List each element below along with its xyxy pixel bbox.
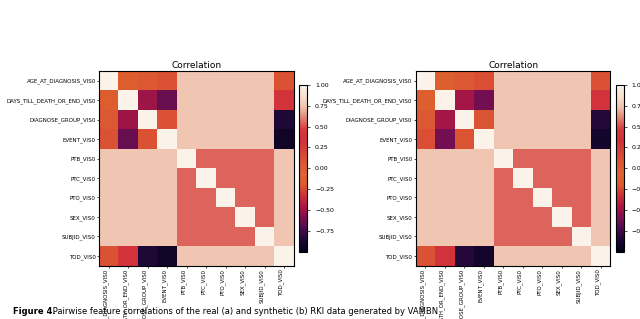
Title: Correlation: Correlation — [172, 61, 221, 70]
Text: Figure 4.: Figure 4. — [13, 307, 56, 316]
Text: Pairwise feature correlations of the real (a) and synthetic (b) RKI data generat: Pairwise feature correlations of the rea… — [50, 307, 438, 316]
Title: Correlation: Correlation — [488, 61, 538, 70]
